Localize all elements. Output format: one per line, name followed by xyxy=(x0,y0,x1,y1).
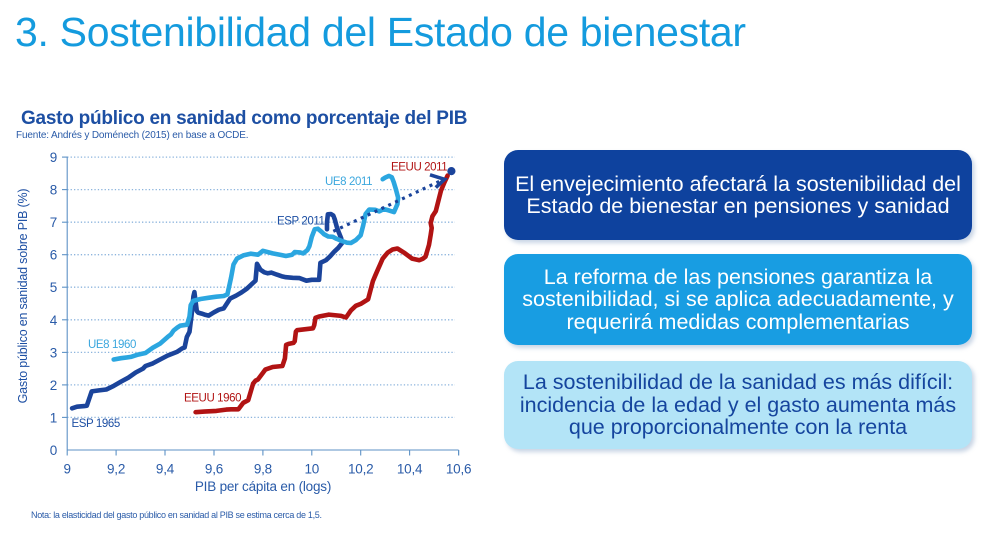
svg-text:9,8: 9,8 xyxy=(254,462,272,477)
svg-text:10,4: 10,4 xyxy=(397,462,423,477)
svg-text:10: 10 xyxy=(304,462,319,477)
svg-text:9,6: 9,6 xyxy=(205,462,223,477)
svg-text:1: 1 xyxy=(50,410,57,425)
svg-text:PIB per cápita en (logs): PIB per cápita en (logs) xyxy=(195,479,331,494)
svg-text:EEUU 1960: EEUU 1960 xyxy=(184,393,241,405)
svg-text:9: 9 xyxy=(64,462,71,477)
svg-text:UE8 1960: UE8 1960 xyxy=(88,339,136,351)
svg-text:9: 9 xyxy=(50,150,57,165)
svg-text:10,6: 10,6 xyxy=(446,462,471,477)
svg-text:2: 2 xyxy=(50,378,57,393)
svg-text:5: 5 xyxy=(50,280,57,295)
svg-text:Gasto público en sanidad sobre: Gasto público en sanidad sobre PIB (%) xyxy=(16,189,30,404)
svg-text:6: 6 xyxy=(50,248,57,263)
svg-text:EEUU 2011: EEUU 2011 xyxy=(391,162,447,174)
svg-text:10,2: 10,2 xyxy=(348,462,373,477)
svg-text:ESP 1965: ESP 1965 xyxy=(72,418,120,430)
svg-text:8: 8 xyxy=(50,183,57,198)
svg-text:UE8 2011: UE8 2011 xyxy=(325,176,372,188)
svg-text:4: 4 xyxy=(50,313,58,328)
svg-text:3: 3 xyxy=(50,345,57,360)
svg-text:0: 0 xyxy=(50,443,57,458)
svg-text:ESP 2011: ESP 2011 xyxy=(277,216,325,228)
svg-text:9,2: 9,2 xyxy=(107,462,125,477)
svg-text:9,4: 9,4 xyxy=(156,462,175,477)
svg-text:7: 7 xyxy=(50,215,57,230)
